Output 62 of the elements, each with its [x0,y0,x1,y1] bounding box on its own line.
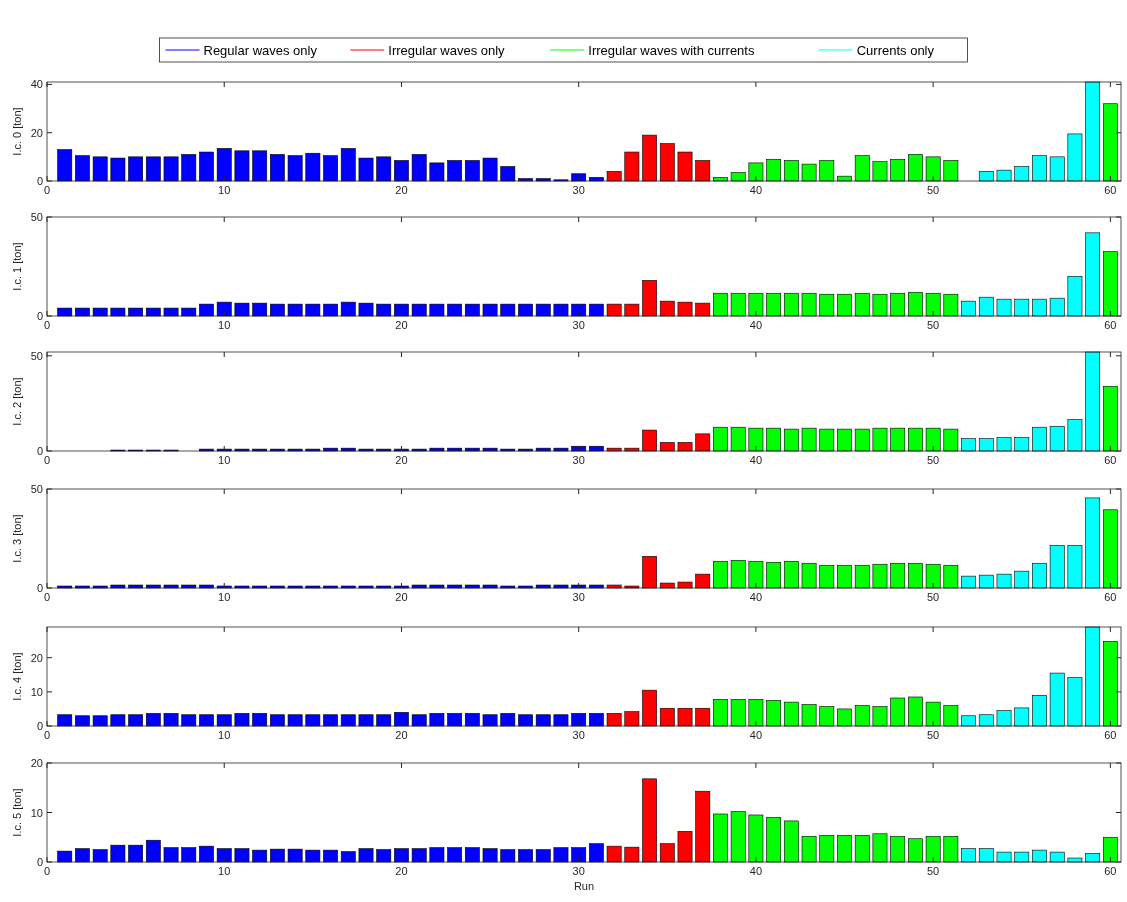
y-tick-label: 10 [30,685,43,698]
y-axis-title: I.c. 2 [ton] [11,377,23,426]
x-tick-label: 10 [218,729,231,741]
y-tick-label: 50 [30,349,43,362]
x-tick-label: 20 [395,591,408,603]
y-tick-label: 20 [30,126,43,139]
y-tick-label: 20 [30,757,43,769]
y-axis-title: I.c. 0 [ton] [11,107,23,156]
x-tick-label: 30 [572,591,585,603]
x-tick-label: 60 [1104,454,1117,466]
y-tick-label: 0 [36,445,43,457]
y-tick-label: 0 [36,856,43,868]
x-tick-label: 50 [927,865,940,877]
y-tick-label: 0 [36,175,43,187]
x-tick-label: 10 [218,184,231,196]
y-axis-title: I.c. 1 [ton] [11,242,23,291]
x-tick-label: 60 [1104,729,1117,741]
y-tick-label: 0 [36,582,43,594]
y-tick-label: 0 [36,310,43,322]
x-tick-label: 50 [927,184,940,196]
x-tick-label: 20 [395,319,408,331]
x-tick-label: 10 [218,454,231,466]
x-tick-label: 10 [218,865,231,877]
x-tick-label: 40 [749,591,763,603]
x-tick-label: 50 [927,319,940,331]
x-tick-label: 30 [572,319,585,331]
x-axis-title: Run [573,880,595,892]
x-tick-label: 20 [395,729,408,741]
x-tick-label: 40 [749,454,763,466]
y-tick-label: 20 [30,651,43,664]
y-tick-label: 50 [30,483,43,495]
x-tick-label: 10 [218,319,231,331]
x-tick-label: 20 [395,865,408,877]
legend-label: Regular waves only [203,43,318,58]
x-tick-label: 60 [1104,865,1117,877]
y-tick-label: 10 [30,806,43,819]
x-tick-label: 20 [395,454,408,466]
x-tick-label: 20 [395,184,408,196]
x-tick-label: 30 [572,454,585,466]
legend-label: Irregular waves with currents [588,43,755,58]
x-tick-label: 40 [749,319,763,331]
x-tick-label: 50 [927,729,940,741]
y-axis-title: I.c. 5 [ton] [11,788,23,837]
x-tick-label: 40 [749,865,763,877]
y-tick-label: 0 [36,720,43,732]
x-tick-label: 30 [572,729,585,741]
y-tick-label: 50 [30,211,43,223]
y-tick-label: 40 [30,78,43,91]
x-tick-label: 30 [572,184,585,196]
x-tick-label: 60 [1104,591,1117,603]
y-axis-title: I.c. 3 [ton] [11,514,23,563]
legend-label: Currents only [856,43,935,58]
x-tick-label: 60 [1104,319,1117,331]
x-tick-label: 40 [749,729,763,741]
legend-label: Irregular waves only [388,43,506,58]
x-tick-label: 60 [1104,184,1117,196]
x-tick-label: 50 [927,591,940,603]
x-tick-label: 50 [927,454,940,466]
x-tick-label: 30 [572,865,585,877]
x-tick-label: 10 [218,591,231,603]
y-axis-title: I.c. 4 [ton] [11,652,23,701]
x-tick-label: 40 [749,184,763,196]
